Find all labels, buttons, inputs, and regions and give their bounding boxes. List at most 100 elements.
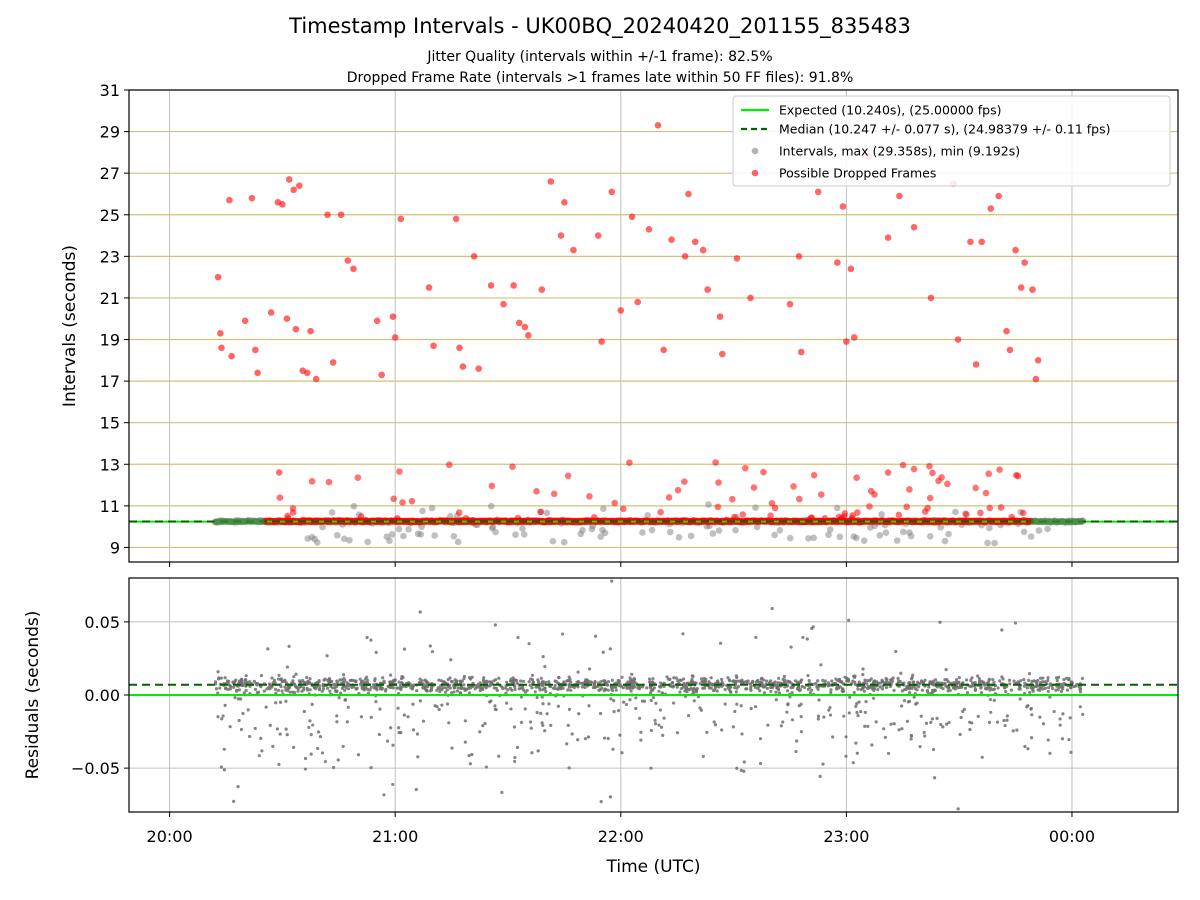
residual-point	[610, 678, 615, 682]
dropped-frame-point	[462, 515, 470, 522]
residual-point	[320, 689, 324, 693]
residual-point	[365, 675, 369, 679]
residual-point	[566, 688, 570, 692]
interval-point	[386, 537, 393, 545]
residual-point	[358, 682, 363, 686]
dropped-frame-point	[767, 512, 774, 520]
residual-point	[415, 732, 420, 736]
residual-point	[504, 691, 508, 695]
interval-point	[314, 539, 321, 546]
residual-point	[919, 714, 923, 718]
residual-point	[580, 685, 584, 689]
residual-point	[374, 700, 378, 704]
residual-point	[1043, 686, 1048, 690]
dropped-frame-point	[906, 486, 913, 493]
residual-point	[592, 681, 597, 685]
residual-point	[930, 717, 935, 721]
residual-point	[1048, 695, 1052, 699]
dropped-frame-point	[712, 459, 719, 466]
residual-point	[343, 688, 347, 692]
dropped-frame-point	[279, 201, 286, 208]
residual-point	[853, 674, 857, 678]
dropped-frame-point	[344, 257, 352, 264]
residual-point	[423, 678, 427, 682]
residual-point	[702, 676, 706, 681]
residual-point	[341, 681, 346, 685]
dropped-frame-point	[455, 509, 463, 516]
residual-point	[1022, 684, 1027, 688]
dropped-frame-point	[704, 286, 711, 293]
residual-point	[1038, 687, 1042, 691]
residual-point	[228, 687, 232, 691]
residual-point	[961, 681, 965, 685]
residual-point	[433, 704, 437, 708]
top-ytick-label: 9	[110, 538, 120, 557]
dropped-frame-point	[430, 342, 437, 350]
residual-point	[569, 680, 573, 684]
dropped-frame-point	[628, 213, 636, 221]
residual-point	[927, 685, 931, 689]
dropped-frame-point	[681, 253, 689, 260]
residual-point	[1030, 684, 1034, 689]
interval-point	[833, 504, 841, 512]
residual-point	[260, 749, 264, 753]
dropped-frame-point	[996, 466, 1003, 474]
residual-point	[1000, 628, 1004, 632]
residual-point	[388, 685, 392, 689]
residual-point	[1078, 705, 1082, 709]
residual-point	[977, 676, 981, 681]
residual-point	[492, 679, 496, 683]
residual-point	[801, 635, 805, 640]
residual-point	[513, 685, 517, 689]
dropped-frame-point	[849, 512, 856, 519]
residual-point	[535, 695, 539, 700]
residual-point	[861, 685, 866, 689]
interval-point	[1035, 527, 1043, 534]
residual-point	[863, 710, 867, 714]
interval-point	[882, 529, 890, 536]
dropped-frame-point	[760, 468, 767, 476]
residual-point	[599, 799, 603, 804]
interval-point	[753, 523, 761, 531]
residual-point	[244, 674, 248, 678]
residual-point	[246, 680, 250, 684]
residual-point	[742, 760, 746, 764]
top-ytick-label: 19	[100, 331, 120, 350]
residuals-axis-label: Residuals (seconds)	[23, 611, 43, 780]
residual-point	[363, 687, 367, 691]
dropped-frame-point	[267, 309, 275, 316]
residual-point	[653, 722, 658, 726]
residual-point	[345, 681, 349, 685]
residual-point	[318, 735, 323, 739]
residual-point	[1055, 678, 1059, 683]
dropped-frame-point	[1021, 259, 1028, 266]
residual-point	[437, 678, 441, 682]
jitter-quality-subtitle: Jitter Quality (intervals within +/-1 fr…	[427, 49, 773, 65]
residual-point	[634, 696, 638, 700]
residual-point	[931, 747, 936, 752]
residual-point	[889, 722, 893, 726]
interval-point	[492, 528, 499, 536]
residual-point	[519, 679, 523, 683]
residual-point	[851, 761, 855, 765]
residual-point	[659, 725, 664, 729]
residual-point	[527, 680, 531, 684]
residual-point	[418, 699, 422, 703]
residual-point	[648, 681, 653, 685]
residual-point	[889, 678, 893, 682]
residual-point	[384, 687, 388, 691]
interval-point	[705, 501, 712, 508]
residual-point	[308, 688, 312, 692]
residual-point	[365, 678, 370, 683]
residual-point	[241, 711, 245, 716]
residual-point	[385, 739, 390, 743]
residual-point	[923, 734, 927, 738]
residual-point	[955, 685, 959, 689]
residual-point	[1035, 682, 1039, 686]
residual-point	[807, 678, 811, 683]
residual-point	[1005, 718, 1009, 722]
residual-point	[1067, 737, 1071, 742]
residual-point	[789, 645, 793, 649]
residual-point	[771, 685, 775, 690]
residual-point	[322, 678, 326, 682]
